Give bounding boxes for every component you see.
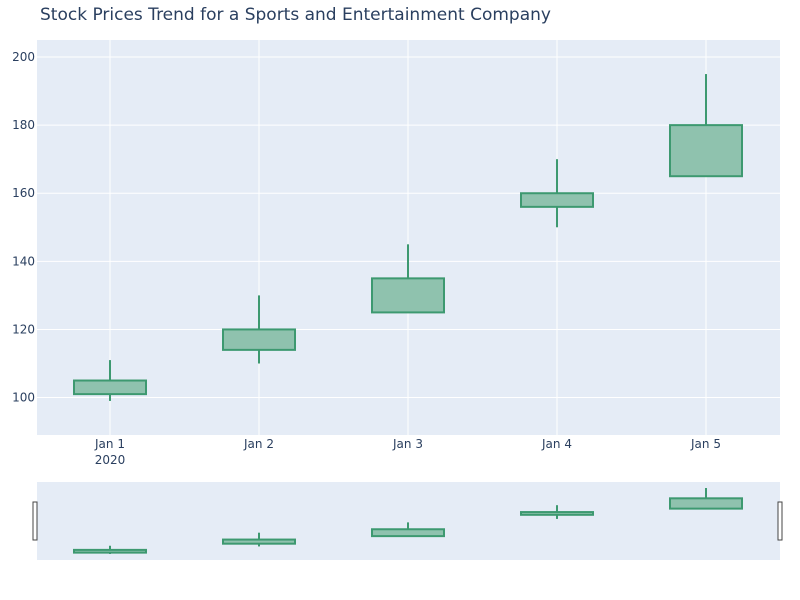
y-tick-label: 180 — [12, 118, 35, 132]
range-slider-candles — [73, 488, 743, 554]
x-tick-label: Jan 2 — [243, 437, 274, 451]
y-tick-label: 120 — [12, 322, 35, 336]
range-slider[interactable] — [37, 482, 780, 560]
candle-body — [73, 379, 147, 396]
x-tick-label: Jan 1 — [94, 437, 125, 451]
candle-body-mini — [222, 538, 296, 545]
x-year-label: 2020 — [95, 453, 126, 467]
candle-body-mini — [520, 511, 594, 516]
candle-body — [520, 192, 594, 208]
candle-body — [222, 328, 296, 351]
candle-body — [371, 277, 445, 314]
candle-body-mini — [669, 497, 743, 510]
candles — [73, 74, 743, 401]
x-axis-ticks: Jan 1 Jan 2 Jan 3 Jan 4 Jan 5 2020 — [94, 437, 721, 467]
y-axis-ticks: 100 120 140 160 180 200 — [12, 50, 35, 405]
chart-title: Stock Prices Trend for a Sports and Ente… — [40, 5, 551, 25]
range-slider-right-handle[interactable] — [777, 501, 783, 541]
candle-body-mini — [371, 528, 445, 538]
y-tick-label: 160 — [12, 186, 35, 200]
x-tick-label: Jan 3 — [392, 437, 423, 451]
candle-body — [669, 124, 743, 178]
range-slider-left-handle[interactable] — [32, 501, 38, 541]
y-tick-label: 100 — [12, 391, 35, 405]
y-tick-label: 140 — [12, 254, 35, 268]
y-tick-label: 200 — [12, 50, 35, 64]
candle-body-mini — [73, 548, 147, 554]
x-tick-label: Jan 5 — [690, 437, 721, 451]
x-tick-label: Jan 4 — [541, 437, 572, 451]
